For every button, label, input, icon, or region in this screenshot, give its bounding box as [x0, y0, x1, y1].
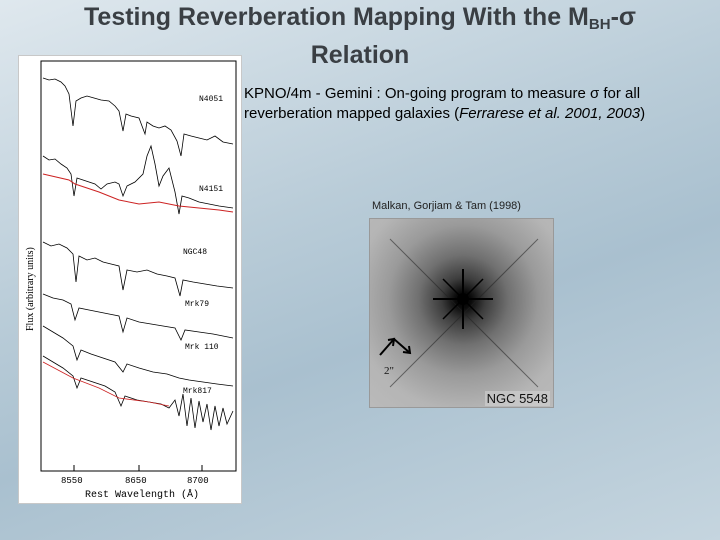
spectrum-n4051 — [42, 77, 234, 157]
spectrum-label-ngc48: NGC48 — [183, 248, 207, 257]
ngc5548-image: 2" NGC 5548 — [369, 218, 554, 408]
slide-title-line2: Relation — [310, 41, 410, 69]
spectrum-label-n4151: N4151 — [199, 185, 223, 194]
spectrum-mrk79 — [42, 293, 234, 341]
spectra-figure: N4051 N4151 NGC48 Mrk79 Mrk 110 Mrk817 8… — [18, 55, 242, 504]
diffraction-spikes — [379, 238, 539, 388]
model-fit-curve-2 — [42, 361, 170, 407]
x-tick-label: 8550 — [61, 476, 83, 486]
spectrum-label-mrk79: Mrk79 — [185, 300, 209, 309]
slide-title: Testing Reverberation Mapping With the M… — [0, 2, 720, 71]
spectrum-label-n4051: N4051 — [199, 95, 223, 104]
x-axis-label: Rest Wavelength (Å) — [85, 488, 199, 501]
spectrum-label-mrk110: Mrk 110 — [185, 343, 219, 352]
spectrum-ngc48 — [42, 241, 234, 297]
slide-description: KPNO/4m - Gemini : On-going program to m… — [244, 85, 646, 122]
image-citation: Malkan, Gorjiam & Tam (1998) — [372, 200, 521, 212]
y-axis-label: Flux (arbitrary units) — [25, 247, 36, 331]
ngc-label: NGC 5548 — [484, 391, 550, 406]
spectrum-mrk817 — [42, 355, 234, 431]
spectrum-mrk110 — [42, 325, 234, 387]
spectrum-n4151 — [42, 144, 234, 215]
model-fit-curve — [42, 173, 234, 213]
spectrum-label-mrk817: Mrk817 — [183, 387, 212, 396]
scale-label: 2" — [384, 365, 394, 377]
plot-frame — [40, 60, 237, 472]
x-tick-label: 8700 — [187, 476, 209, 486]
description-citation: Ferrarese et al. 2001, 2003 — [459, 105, 641, 122]
slide-title-line1: Testing Reverberation Mapping With the M… — [84, 3, 636, 33]
x-tick-label: 8650 — [125, 476, 147, 486]
spectra-plot: N4051 N4151 NGC48 Mrk79 Mrk 110 Mrk817 8… — [25, 60, 237, 501]
